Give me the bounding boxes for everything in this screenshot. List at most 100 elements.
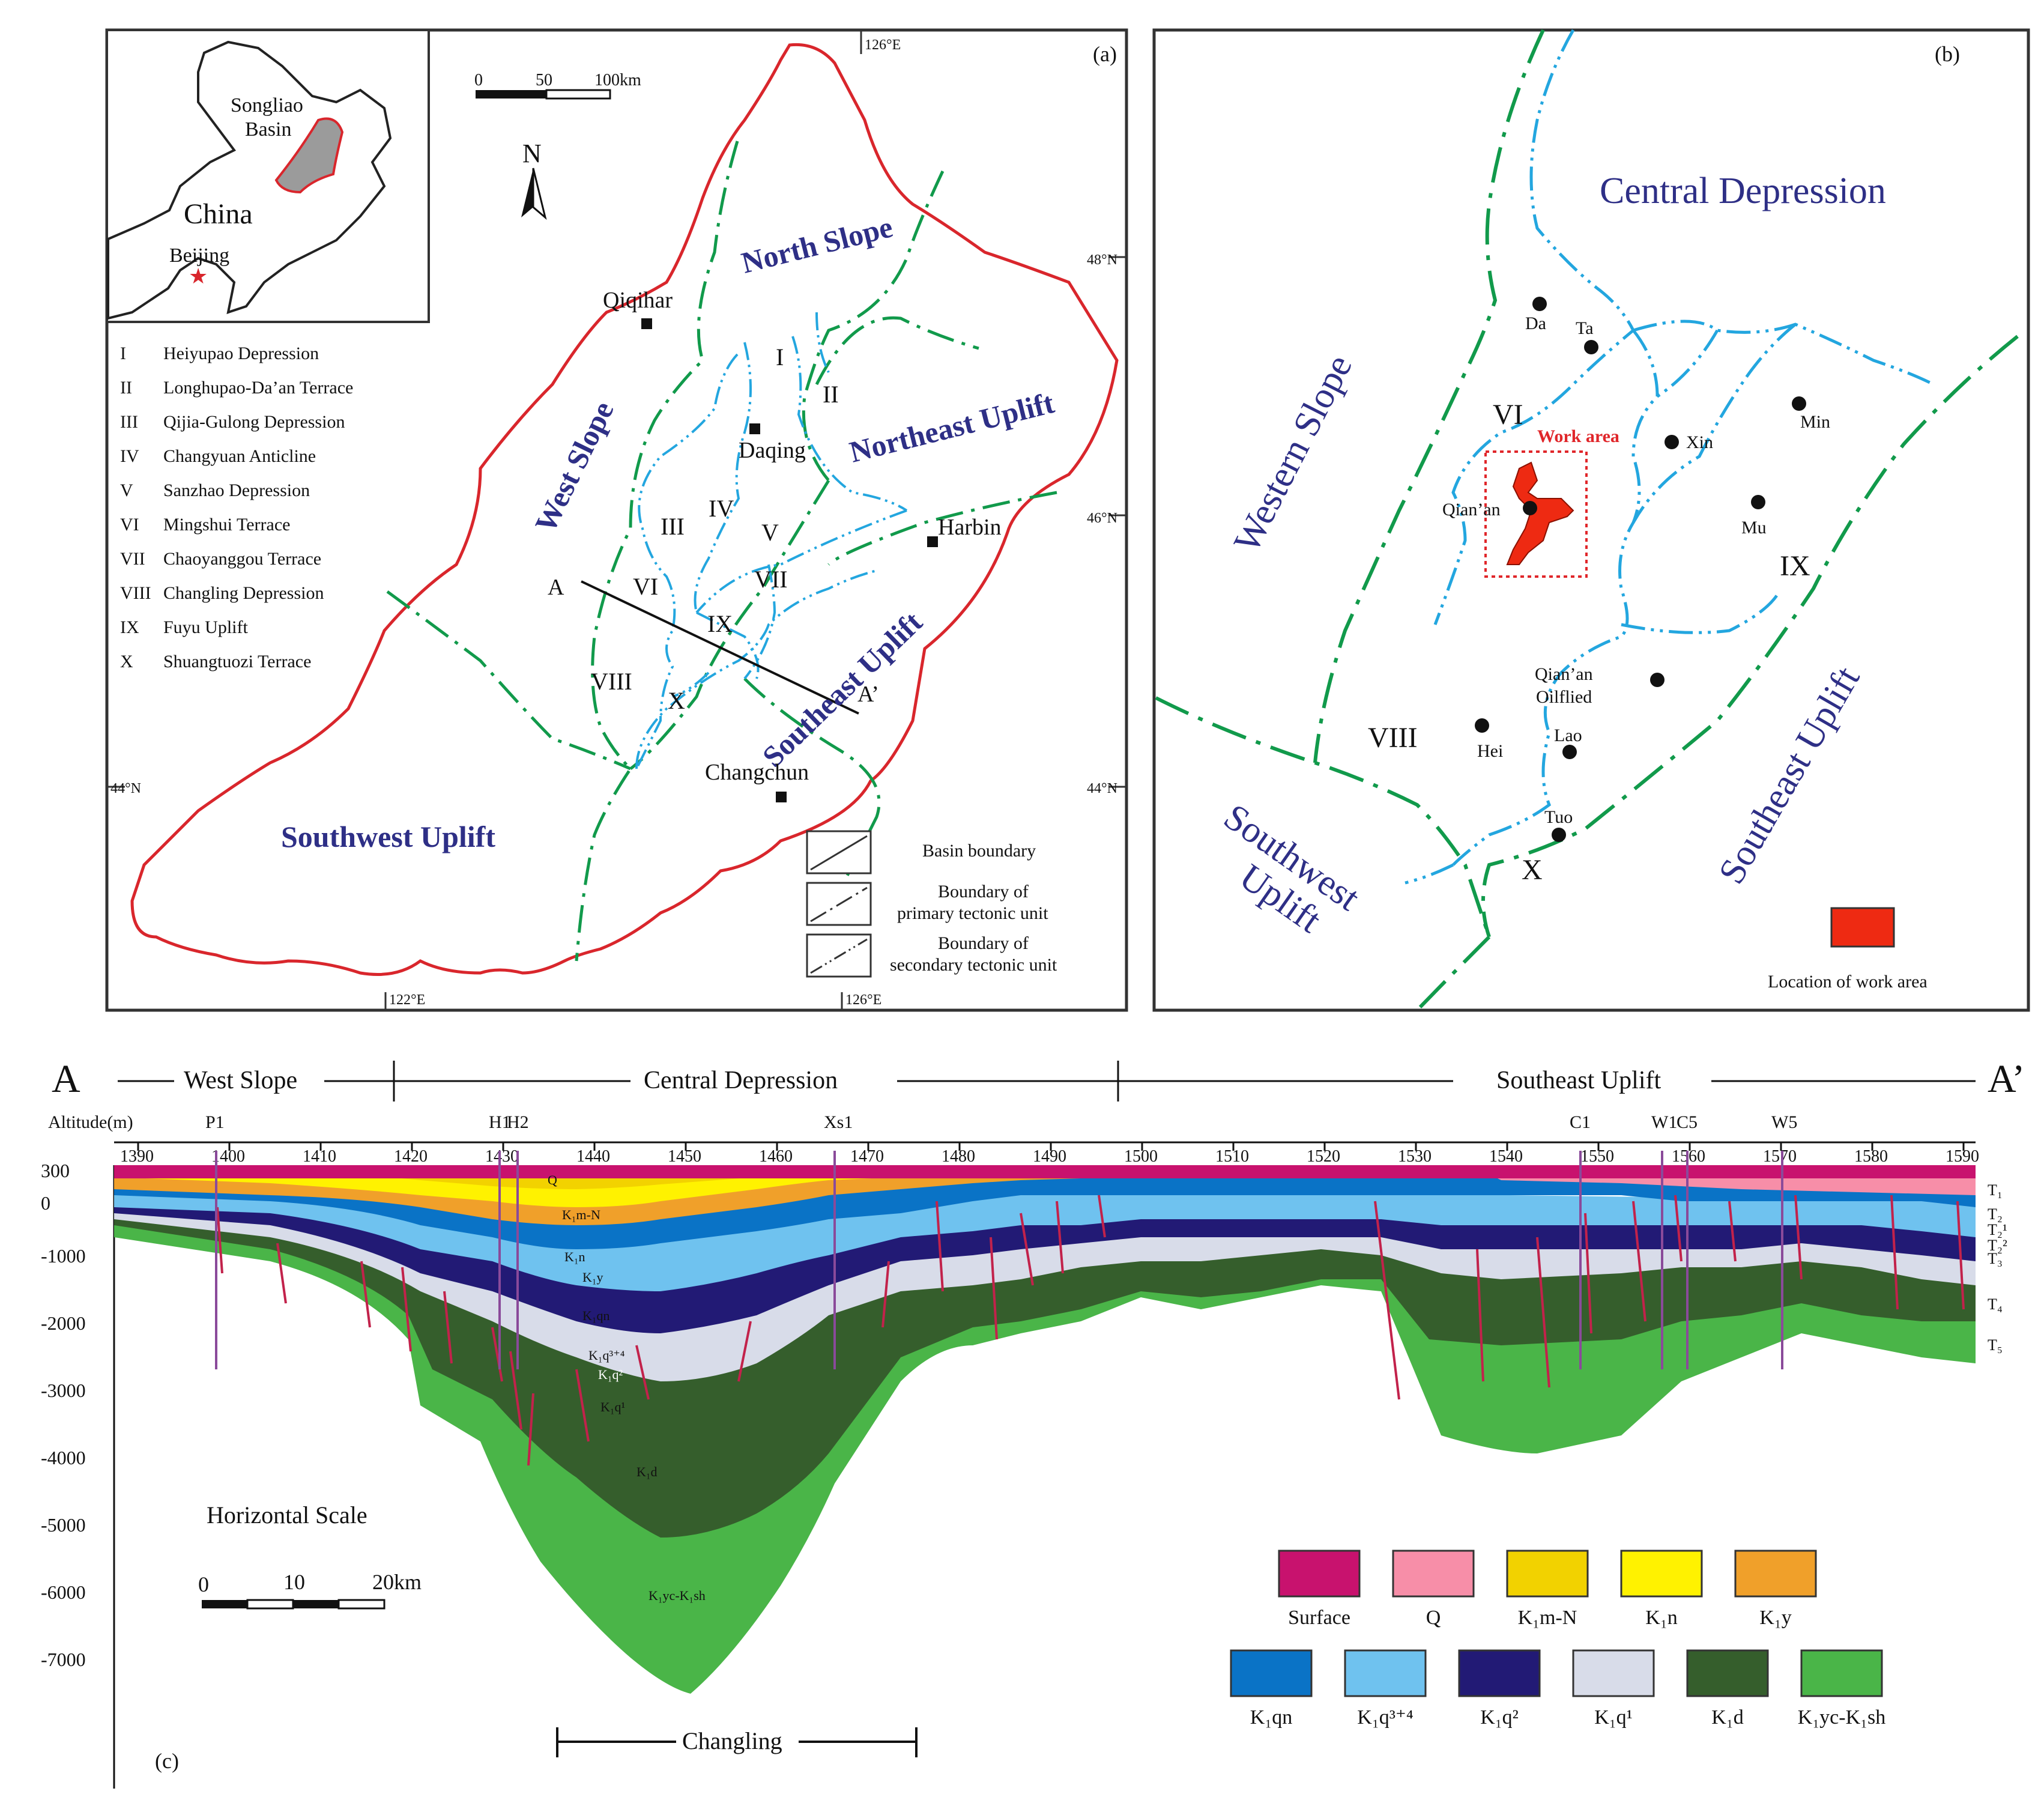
horizon-label: T₁: [1988, 1181, 2003, 1199]
unit-legend-name: Chaoyanggou Terrace: [163, 549, 321, 569]
legend-swatch: [1230, 1649, 1313, 1697]
changling-label: Changling: [682, 1727, 782, 1754]
fault-line: [990, 1237, 998, 1340]
lat-44-left: 44°N: [110, 781, 141, 796]
region-southwest-uplift: Southwest Uplift: [281, 820, 495, 853]
x-tick-label: 1580: [1854, 1147, 1888, 1166]
inset-basin-label: Songliao: [231, 94, 303, 117]
section-end-a2: A’: [1988, 1057, 2025, 1101]
unit-legend-name: Mingshui Terrace: [163, 515, 290, 535]
wells-b: Da Ta Xin Min Qian’an Mu Qian’an Oilflie…: [1442, 297, 1830, 842]
well-lao: Lao: [1554, 726, 1582, 745]
x-tick-label: 1550: [1580, 1147, 1614, 1166]
label-kn: K₁n: [564, 1249, 585, 1264]
legend-secondary-1: Boundary of: [938, 933, 1029, 953]
inset-map: Songliao Basin China Beijing ★: [106, 29, 430, 323]
well-marker: [1751, 495, 1765, 509]
fault-line: [1020, 1213, 1034, 1286]
fault-line: [1890, 1195, 1899, 1310]
basin-boundary: [130, 43, 1119, 976]
x-tick-label: 1590: [1946, 1147, 1979, 1166]
inset-capital-label: Beijing: [169, 244, 229, 267]
x-tick-label: 1530: [1398, 1147, 1432, 1166]
unit-legend-name: Qijia-Gulong Depression: [163, 412, 345, 432]
unit-ix: IX: [707, 610, 733, 637]
region-central-depression: Central Depression: [1600, 171, 1886, 211]
unit-i: I: [776, 344, 784, 371]
primary-boundaries: [386, 141, 1057, 962]
songliao-basin-shape: [274, 117, 344, 194]
zone-central-depression: Central Depression: [644, 1067, 838, 1094]
well-mu: Mu: [1741, 518, 1767, 538]
well-label: H2: [507, 1112, 529, 1132]
scale-end: 100km: [594, 71, 641, 89]
well-marker: [1792, 396, 1806, 411]
x-tick-label: 1450: [668, 1147, 701, 1166]
legend-swatch: [1572, 1649, 1655, 1697]
unit-ii: II: [823, 381, 839, 408]
well-hei: Hei: [1477, 741, 1503, 761]
legend-swatch: [1800, 1649, 1883, 1697]
unit-iv: IV: [709, 495, 734, 522]
label-kq1: K₁q¹: [600, 1399, 625, 1414]
zone-west-slope: West Slope: [184, 1067, 297, 1094]
fault-line: [1794, 1195, 1803, 1280]
lon-122-bottom: 122°E: [389, 992, 425, 1008]
unit-legend-num: VII: [120, 549, 145, 569]
scale-bar-a: 0 50 100km: [474, 71, 641, 100]
capital-star-icon: ★: [189, 264, 208, 288]
legend-swatch: [1278, 1550, 1361, 1598]
legend-label: K₁d: [1711, 1706, 1743, 1729]
well-label: C1: [1570, 1112, 1591, 1132]
panel-a-label: (a): [1093, 42, 1117, 66]
y-tick-label: -5000: [41, 1514, 86, 1536]
horizon-label: T₂: [1988, 1205, 2003, 1223]
inset-basin-label-2: Basin: [245, 118, 291, 141]
unit-x: X: [668, 687, 685, 714]
panel-a: (a) 126°E 122°E 126°E 48°N 46°N 44°N 44°…: [105, 28, 1128, 1012]
legend-swatch: [1734, 1550, 1817, 1598]
fault-line: [936, 1201, 944, 1292]
fault-line: [360, 1261, 371, 1328]
x-ticks: 1390 1400 1410 1420 1430 1440 1450 1460 1470 1480…: [120, 1142, 1979, 1166]
x-tick-label: 1570: [1763, 1147, 1797, 1166]
unit-v: V: [761, 519, 779, 546]
unit-legend-num: VIII: [120, 583, 151, 603]
horizontal-scale: Horizontal Scale 0 10 20km: [198, 1501, 422, 1610]
x-tick-label: 1420: [394, 1147, 428, 1166]
unit-legend-name: Shuangtuozi Terrace: [163, 652, 311, 671]
well-min: Min: [1800, 412, 1830, 432]
legend-basin-boundary: Basin boundary: [922, 841, 1036, 861]
x-tick-label: 1390: [120, 1147, 154, 1166]
legend-label: K₁n: [1645, 1607, 1677, 1629]
unit-legend-num: III: [120, 412, 138, 432]
hscale-end: 20km: [372, 1570, 422, 1594]
well-marker: [1650, 673, 1665, 687]
fault-line: [1584, 1213, 1592, 1334]
unit-vi-b: VI: [1493, 399, 1523, 431]
x-tick-label: 1490: [1033, 1147, 1066, 1166]
label-kyc: K₁yc-K₁sh: [649, 1588, 706, 1603]
x-tick-label: 1520: [1307, 1147, 1340, 1166]
panel-b: (b) Work area Central Depression Western…: [1152, 28, 2030, 1012]
well-marker: [1562, 745, 1577, 759]
horizon-label: T₃: [1988, 1250, 2003, 1267]
y-tick-label: -7000: [41, 1649, 86, 1670]
y-axis-label: Altitude(m): [48, 1112, 133, 1132]
hscale-mid: 10: [283, 1570, 305, 1594]
legend-label: K₁qn: [1250, 1706, 1292, 1729]
unit-viii: VIII: [591, 668, 632, 695]
scale-mid: 50: [536, 71, 552, 89]
unit-legend-num: X: [120, 652, 133, 671]
legend-label: Q: [1426, 1607, 1441, 1629]
fault-line: [1632, 1201, 1646, 1322]
x-tick-label: 1460: [759, 1147, 793, 1166]
label-ky: K₁y: [582, 1270, 603, 1285]
y-tick-label: 300: [41, 1160, 70, 1181]
lat-44-right: 44°N: [1087, 781, 1117, 796]
well-label: H1: [489, 1112, 511, 1132]
unit-legend-num: V: [120, 480, 133, 500]
